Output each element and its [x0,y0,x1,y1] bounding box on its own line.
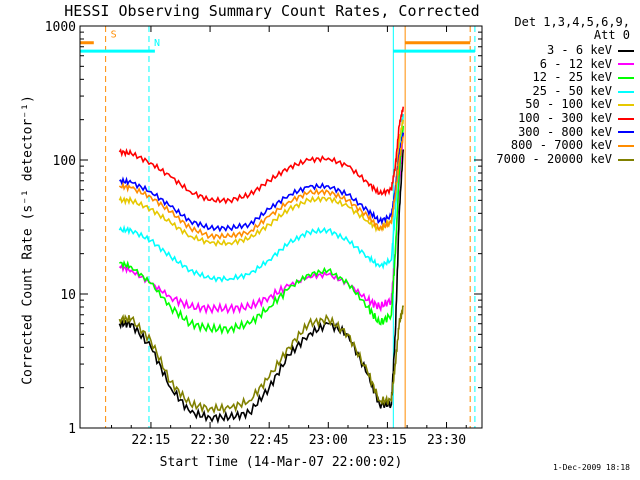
detector-line: Det 1,3,4,5,6,9, [514,15,630,29]
legend-label: 12 - 25 keV [532,70,612,85]
series-line [118,119,404,248]
legend-swatch [618,131,634,134]
legend-swatch [618,144,634,147]
legend-item: 50 - 100 keV [496,98,634,112]
series-line [118,305,404,415]
y-axis-label: Corrected Count Rate (s⁻¹ detector⁻¹) [20,95,36,385]
legend-item: 100 - 300 keV [496,110,634,126]
series-line [118,106,404,205]
legend-item: 25 - 50 keV [496,83,634,99]
attenuator-line: Att 0 [593,28,630,42]
x-tick-label: 22:15 [131,433,170,448]
legend-label: 3 - 6 keV [546,43,612,57]
legend-label: 6 - 12 keV [539,56,612,71]
y-tick-label: 1000 [45,20,76,35]
legend-label: 7000 - 20000 keV [496,151,612,166]
legend-item: 300 - 800 keV [496,124,634,140]
flag-label-n: N [154,38,160,49]
legend-label: 25 - 50 keV [532,83,612,98]
x-tick-label: 22:45 [250,433,289,448]
y-tick-label: 100 [53,154,76,169]
y-tick-label: 1 [68,422,76,437]
legend-swatch [618,104,634,107]
x-axis-label: Start Time (14-Mar-07 22:00:02) [159,455,403,470]
legend-swatch [618,63,634,66]
legend-label: 800 - 7000 keV [510,138,612,153]
series-line [118,136,404,241]
chart-marks: SN [80,26,476,428]
legend-item: 6 - 12 keV [496,56,634,72]
series-line [119,125,404,336]
legend-swatch [618,49,634,52]
detector-info: Det 1,3,4,5,6,9, Att 0 [514,16,630,42]
chart-axes: 22:15 22:30 22:45 23:00 23:15 23:30 1 10 100 1000 [45,20,482,448]
x-tick-label: 23:00 [309,433,348,448]
series-line [118,132,404,315]
plot-frame [79,25,483,429]
legend-item: 12 - 25 keV [496,71,634,85]
y-tick-label: 10 [60,288,76,303]
x-tick-label: 23:30 [427,433,466,448]
legend-swatch [618,158,634,161]
legend-label: 300 - 800 keV [518,124,612,139]
legend: 3 - 6 keV 6 - 12 keV 12 - 25 keV 25 - 50… [496,43,634,167]
legend-item: 3 - 6 keV [496,43,634,58]
x-tick-label: 23:15 [368,433,407,448]
series-line [118,149,404,425]
chart-title: HESSI Observing Summary Count Rates, Cor… [64,2,480,20]
flag-label-s: S [111,30,117,41]
legend-swatch [618,117,634,120]
legend-item: 7000 - 20000 keV [496,151,634,167]
legend-swatch [618,76,634,79]
generation-timestamp: 1-Dec-2009 18:18 [552,463,630,472]
legend-label: 100 - 300 keV [518,110,612,125]
legend-item: 800 - 7000 keV [496,139,634,153]
legend-swatch [618,90,634,93]
x-tick-label: 22:30 [190,433,229,448]
series-line [118,114,404,283]
legend-label: 50 - 100 keV [525,97,612,112]
